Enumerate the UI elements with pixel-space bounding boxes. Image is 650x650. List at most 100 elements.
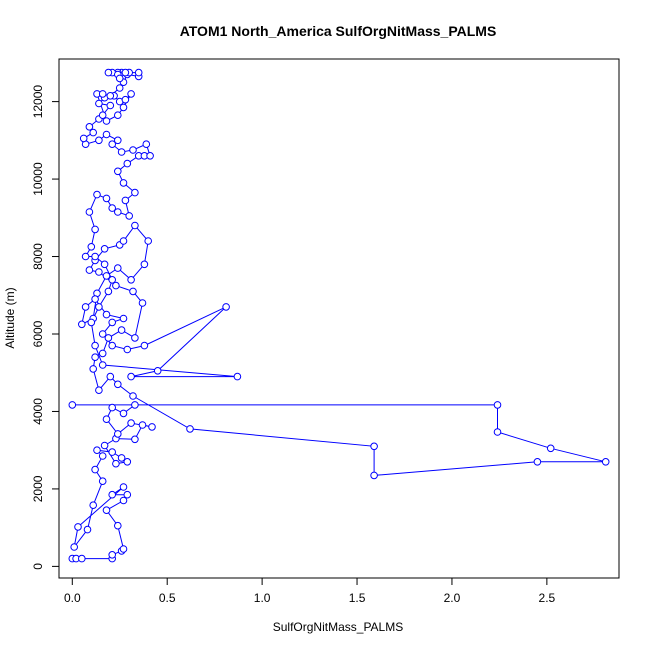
data-point: [98, 452, 107, 460]
data-point: [117, 454, 126, 462]
data-point: [222, 303, 230, 311]
data-point: [131, 221, 139, 230]
data-point: [108, 490, 116, 499]
data-point: [89, 128, 97, 137]
data-point: [601, 458, 610, 466]
data-point: [91, 225, 99, 234]
x-tick-label: 0.5: [159, 591, 176, 605]
data-point: [102, 117, 111, 125]
data-point: [81, 252, 90, 261]
y-tick-label: 0: [31, 563, 45, 570]
y-tick-label: 4000: [31, 398, 45, 425]
data-point: [108, 448, 116, 456]
data-point: [87, 318, 96, 327]
data-point: [148, 423, 156, 431]
data-point: [106, 92, 115, 100]
x-tick-label: 2.5: [539, 591, 556, 605]
data-point: [114, 521, 122, 530]
data-point: [74, 523, 82, 531]
data-point: [119, 496, 128, 505]
y-tick-label: 6000: [31, 320, 45, 347]
data-point: [70, 543, 78, 551]
data-point: [106, 372, 115, 381]
data-point: [93, 446, 101, 455]
data-point: [102, 194, 111, 203]
data-point: [95, 386, 103, 395]
data-point: [83, 525, 92, 534]
data-point: [370, 471, 378, 480]
data-point: [114, 380, 122, 389]
x-axis-label: SulfOrgNitMass_PALMS: [273, 620, 403, 634]
y-tick-label: 8000: [31, 243, 45, 270]
data-point: [85, 208, 94, 216]
data-point: [108, 551, 116, 559]
data-point: [115, 74, 124, 83]
data-point: [112, 459, 120, 468]
data-point: [546, 444, 555, 453]
data-point: [114, 167, 122, 176]
y-axis-label: Altitude (m): [3, 287, 17, 348]
data-point: [129, 392, 137, 400]
data-point: [98, 349, 107, 358]
data-point: [493, 401, 502, 409]
data-point: [127, 90, 135, 98]
data-point: [123, 159, 132, 168]
data-point: [140, 341, 149, 350]
x-tick-label: 2.0: [444, 591, 461, 605]
data-point: [95, 136, 103, 145]
data-point: [104, 68, 113, 77]
data-point: [123, 490, 132, 499]
data-point: [108, 341, 116, 350]
data-point: [102, 415, 111, 424]
data-point: [68, 401, 77, 409]
data-point: [98, 90, 107, 98]
data-point: [87, 243, 96, 251]
data-point: [233, 372, 242, 381]
data-point: [144, 237, 152, 245]
data-point: [114, 136, 122, 145]
data-point: [370, 442, 378, 451]
data-point: [125, 212, 133, 220]
data-point: [98, 477, 107, 486]
data-point: [114, 208, 122, 216]
data-point: [127, 372, 135, 381]
data-point: [119, 409, 128, 418]
data-point: [146, 152, 154, 160]
data-point: [78, 554, 86, 563]
data-point: [138, 421, 147, 429]
data-point: [102, 506, 111, 515]
data-point: [95, 303, 103, 311]
data-point: [89, 365, 97, 373]
data-point: [108, 276, 116, 284]
data-point: [91, 295, 99, 303]
data-point: [119, 103, 128, 112]
data-point: [114, 264, 122, 272]
y-tick-label: 2000: [31, 475, 45, 502]
data-point: [100, 441, 109, 450]
data-point: [123, 345, 132, 354]
data-point: [91, 465, 99, 474]
data-point: [119, 179, 128, 187]
data-point: [127, 419, 135, 427]
data-point: [129, 146, 137, 154]
data-point: [104, 334, 113, 342]
data-point: [108, 318, 116, 327]
data-point: [108, 204, 116, 212]
series-layer: [68, 68, 610, 563]
data-point: [98, 111, 107, 119]
data-point: [140, 260, 149, 269]
data-point: [98, 330, 107, 338]
plot-frame: [58, 58, 620, 579]
data-point: [119, 483, 128, 491]
data-point: [91, 252, 99, 261]
data-point: [119, 545, 128, 553]
data-point: [153, 367, 162, 375]
data-point: [114, 111, 122, 119]
data-point: [121, 68, 130, 77]
data-point: [127, 276, 135, 284]
chart-title: ATOM1 North_America SulfOrgNitMass_PALMS: [180, 23, 497, 39]
x-tick-label: 1.5: [349, 591, 366, 605]
data-point: [123, 458, 132, 466]
data-point: [131, 435, 139, 444]
